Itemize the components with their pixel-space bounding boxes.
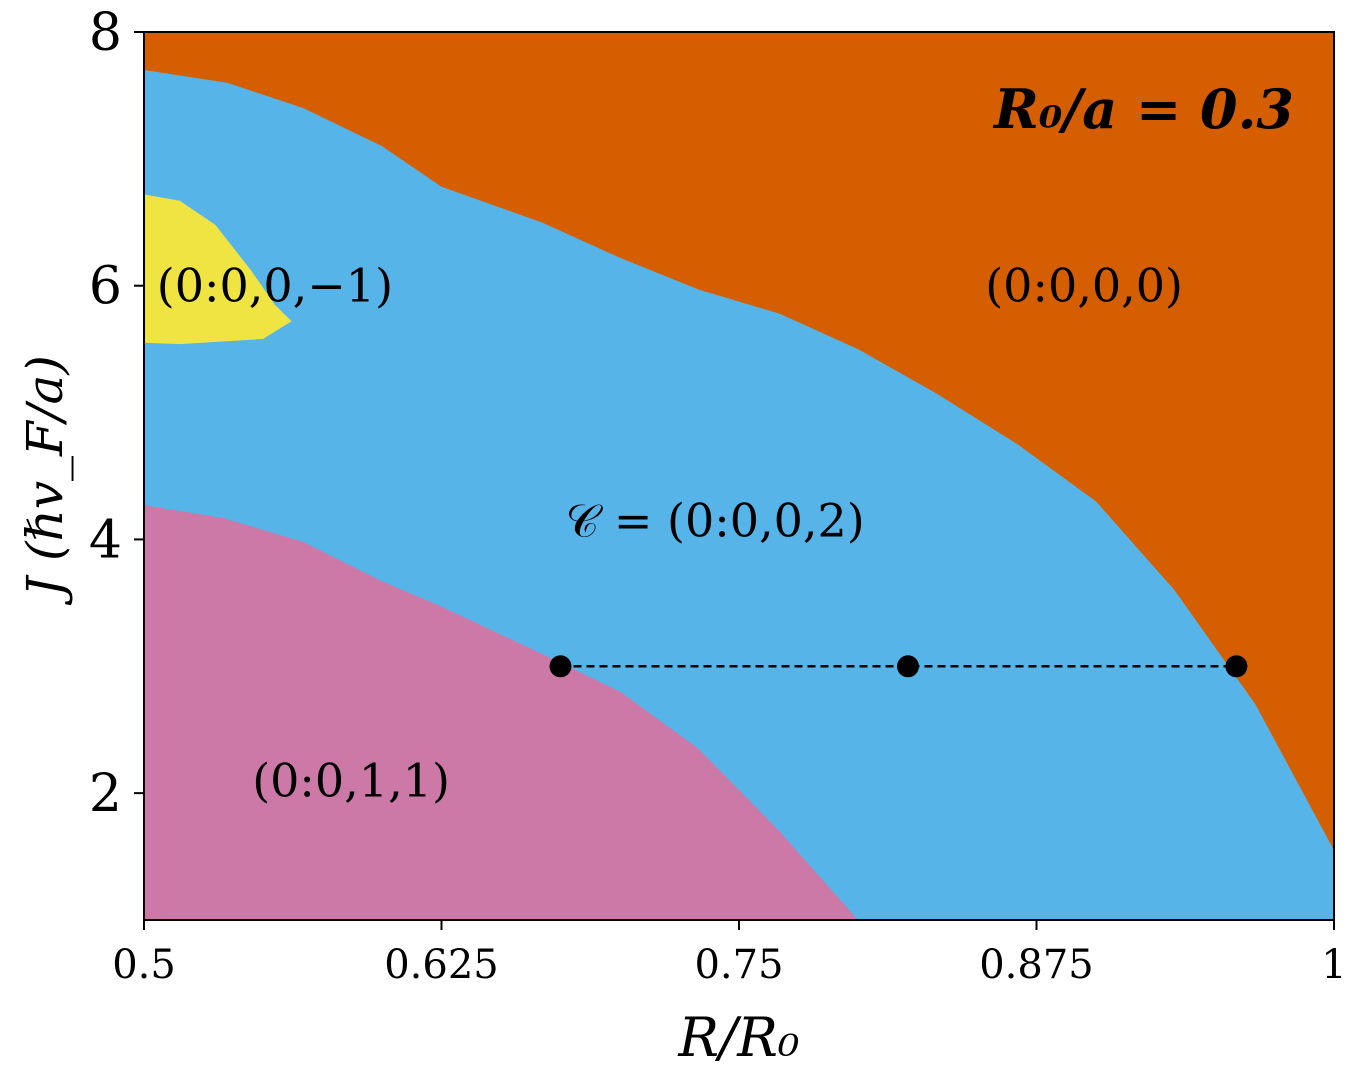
region-label: (0:0,0,−1)	[157, 259, 393, 313]
axis-ticks: 0.5 0.625 0.75 0.875 1 2 4 6 8	[89, 3, 1347, 988]
x-axis-label: R/R₀	[677, 1006, 799, 1069]
x-tick-label: 0.5	[112, 942, 176, 988]
region-pink	[144, 505, 858, 920]
x-tick-label: 0.625	[384, 942, 499, 988]
region-label: (0:0,1,1)	[252, 753, 450, 807]
y-tick-label: 2	[89, 764, 122, 824]
data-series	[549, 655, 1248, 678]
y-axis-label: J (ℏv_F/a)	[16, 355, 74, 606]
region-yellow	[144, 194, 292, 345]
region-label: (0:0,0,0)	[985, 259, 1183, 313]
y-tick-label: 4	[89, 510, 122, 570]
region-label: 𝒞 = (0:0,0,2)	[566, 493, 865, 547]
y-tick-label: 8	[89, 3, 122, 63]
data-point	[1225, 655, 1248, 678]
x-tick-label: 1	[1321, 942, 1346, 988]
region-labels: (0:0,0,0) 𝒞 = (0:0,0,2) (0:0,0,−1) (0:0,1,1…	[157, 259, 1183, 808]
x-tick-label: 0.75	[694, 942, 783, 988]
data-point	[549, 655, 572, 678]
phase-regions	[144, 32, 1334, 920]
y-tick-label: 6	[89, 257, 122, 317]
parameter-annotation: R₀/a = 0.3	[992, 77, 1294, 141]
data-point	[896, 655, 919, 678]
x-tick-label: 0.875	[979, 942, 1094, 988]
